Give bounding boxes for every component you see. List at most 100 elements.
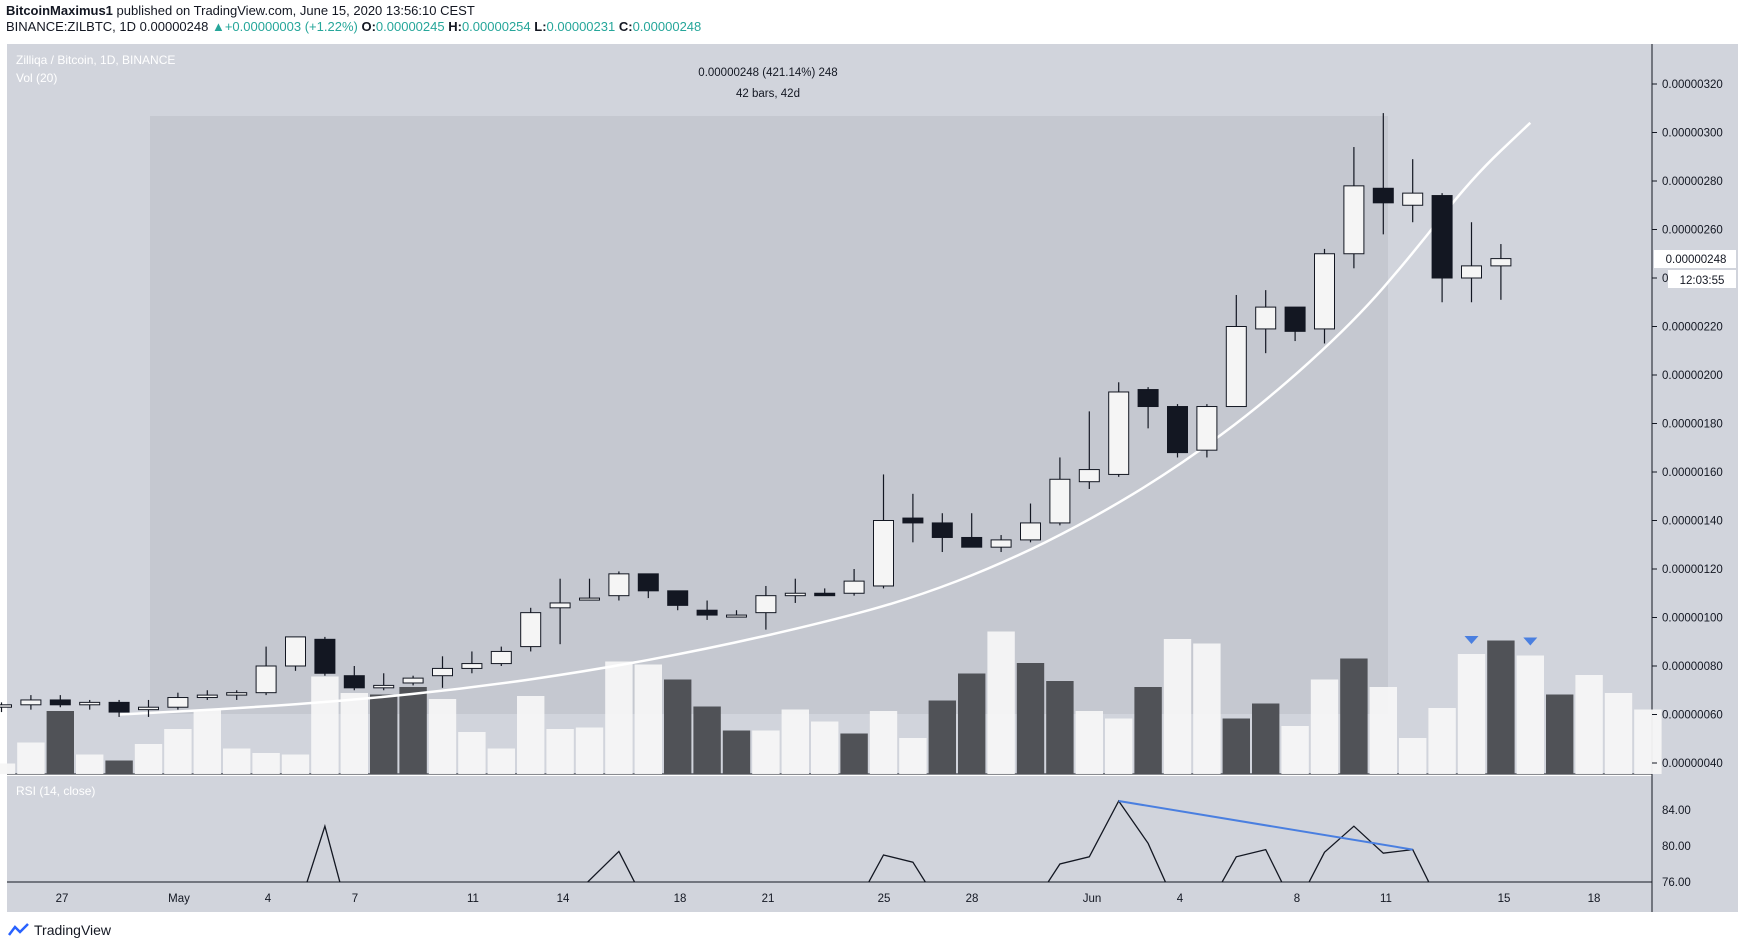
- volume-bar: [1075, 711, 1103, 774]
- volume-bar: [1222, 718, 1250, 774]
- candle-down[interactable]: [1284, 306, 1306, 332]
- volume-bar: [458, 732, 486, 774]
- rsi-legend[interactable]: RSI (14, close): [16, 784, 95, 798]
- candle-up[interactable]: [755, 595, 777, 614]
- volume-bar: [1310, 679, 1339, 774]
- price-tick-label: 0.00000040: [1662, 758, 1723, 770]
- candle-up[interactable]: [1255, 306, 1277, 330]
- author-name[interactable]: BitcoinMaximus1: [6, 3, 113, 18]
- candle-up[interactable]: [1314, 253, 1335, 330]
- volume-markers: [1464, 636, 1538, 646]
- candle-up[interactable]: [873, 520, 894, 587]
- price-axis-bg: [1652, 44, 1738, 912]
- candle-up[interactable]: [1049, 478, 1071, 524]
- candle-up[interactable]: [1490, 258, 1512, 267]
- candle-down[interactable]: [931, 522, 953, 538]
- volume-bar: [928, 700, 956, 774]
- volume-marker-icon: [1464, 636, 1479, 644]
- candle-up[interactable]: [579, 597, 600, 601]
- candle-down[interactable]: [902, 517, 924, 524]
- candle-up[interactable]: [461, 663, 483, 669]
- time-tick-label: 11: [1380, 893, 1392, 905]
- time-tick-label: 18: [674, 893, 687, 905]
- last-price: 0.00000248: [139, 19, 209, 34]
- candle-up[interactable]: [1225, 326, 1247, 408]
- candle-up[interactable]: [843, 580, 865, 594]
- candle-up[interactable]: [726, 614, 747, 618]
- candle-up[interactable]: [608, 573, 630, 597]
- rsi-line[interactable]: [296, 799, 1443, 936]
- price-tick-label: 0.00000080: [1662, 661, 1723, 673]
- candle-up[interactable]: [1343, 185, 1365, 255]
- rsi-divergence-line[interactable]: [1118, 800, 1413, 851]
- candle-down[interactable]: [1137, 389, 1159, 408]
- candle-down[interactable]: [667, 590, 689, 606]
- candle-up[interactable]: [20, 699, 42, 706]
- bar-countdown: 12:03:55: [1668, 270, 1736, 288]
- candle-up[interactable]: [138, 706, 159, 711]
- candle-up[interactable]: [990, 539, 1012, 548]
- candle-up[interactable]: [490, 650, 512, 665]
- price-tick-label: 0.00000180: [1662, 419, 1723, 431]
- candle-down[interactable]: [814, 592, 836, 597]
- rsi-series: [306, 799, 1430, 882]
- candle-up[interactable]: [402, 677, 424, 684]
- candle-up[interactable]: [167, 697, 189, 708]
- pair-legend[interactable]: Zilliqa / Bitcoin, 1D, BINANCE: [16, 53, 175, 67]
- parabolic-curve[interactable]: [119, 121, 1532, 716]
- candle-up[interactable]: [79, 701, 101, 706]
- volume-bar: [1546, 694, 1574, 774]
- candle-up[interactable]: [1196, 406, 1218, 451]
- candle-up[interactable]: [784, 592, 806, 597]
- candle-up[interactable]: [1108, 391, 1130, 475]
- candle-up[interactable]: [196, 694, 218, 699]
- candle-up[interactable]: [0, 704, 12, 708]
- candle-down[interactable]: [1167, 406, 1188, 454]
- candle-down[interactable]: [343, 675, 365, 689]
- volume-legend[interactable]: Vol (20): [16, 71, 57, 85]
- candle-down[interactable]: [1431, 195, 1453, 279]
- candle-down[interactable]: [49, 699, 71, 706]
- price-axis-ticks: 0.00000040 0.00000060 0.00000080 0.00000100…: [1652, 79, 1723, 770]
- price-tick-label: 0.00000320: [1662, 79, 1723, 91]
- volume-bar: [134, 744, 163, 774]
- candle-up[interactable]: [520, 612, 542, 648]
- candlesticks[interactable]: [0, 113, 1512, 717]
- rsi-tick-label: 80.00: [1662, 841, 1691, 853]
- volume-bar: [1575, 675, 1603, 774]
- candle-down[interactable]: [696, 609, 718, 616]
- chart-header-line1: BitcoinMaximus1 published on TradingView…: [6, 3, 475, 18]
- volume-bar: [1193, 643, 1221, 774]
- time-tick-label: 15: [1498, 893, 1511, 905]
- candle-up[interactable]: [1078, 469, 1100, 483]
- candle-up[interactable]: [226, 692, 248, 696]
- volume-bar: [1252, 703, 1280, 774]
- time-tick-label: 14: [557, 893, 570, 905]
- candle-down[interactable]: [961, 536, 983, 548]
- candle-down[interactable]: [1372, 187, 1394, 204]
- volume-bar: [281, 754, 310, 774]
- tradingview-brand: TradingView: [34, 922, 112, 938]
- volume-bar: [811, 721, 839, 774]
- candle-down[interactable]: [314, 638, 336, 674]
- candle-up[interactable]: [285, 636, 306, 667]
- volume-bars: [0, 631, 1662, 774]
- volume-bar: [664, 679, 692, 774]
- candle-up[interactable]: [373, 684, 395, 689]
- volume-bar: [1369, 687, 1397, 774]
- parabolic-curve-line[interactable]: [119, 121, 1532, 716]
- candle-up[interactable]: [1402, 192, 1424, 206]
- candle-down[interactable]: [108, 701, 130, 713]
- volume-bar: [370, 694, 398, 774]
- candle-up[interactable]: [255, 665, 277, 694]
- candle-up[interactable]: [549, 602, 571, 609]
- candle-down[interactable]: [637, 573, 659, 592]
- candle-up[interactable]: [1020, 522, 1041, 541]
- volume-bar: [1281, 726, 1309, 774]
- candle-up[interactable]: [1461, 265, 1482, 279]
- volume-bar: [840, 733, 868, 774]
- tradingview-logo[interactable]: TradingView: [8, 922, 111, 938]
- rsi-tick-label: 84.00: [1662, 805, 1691, 817]
- candle-up[interactable]: [432, 667, 453, 677]
